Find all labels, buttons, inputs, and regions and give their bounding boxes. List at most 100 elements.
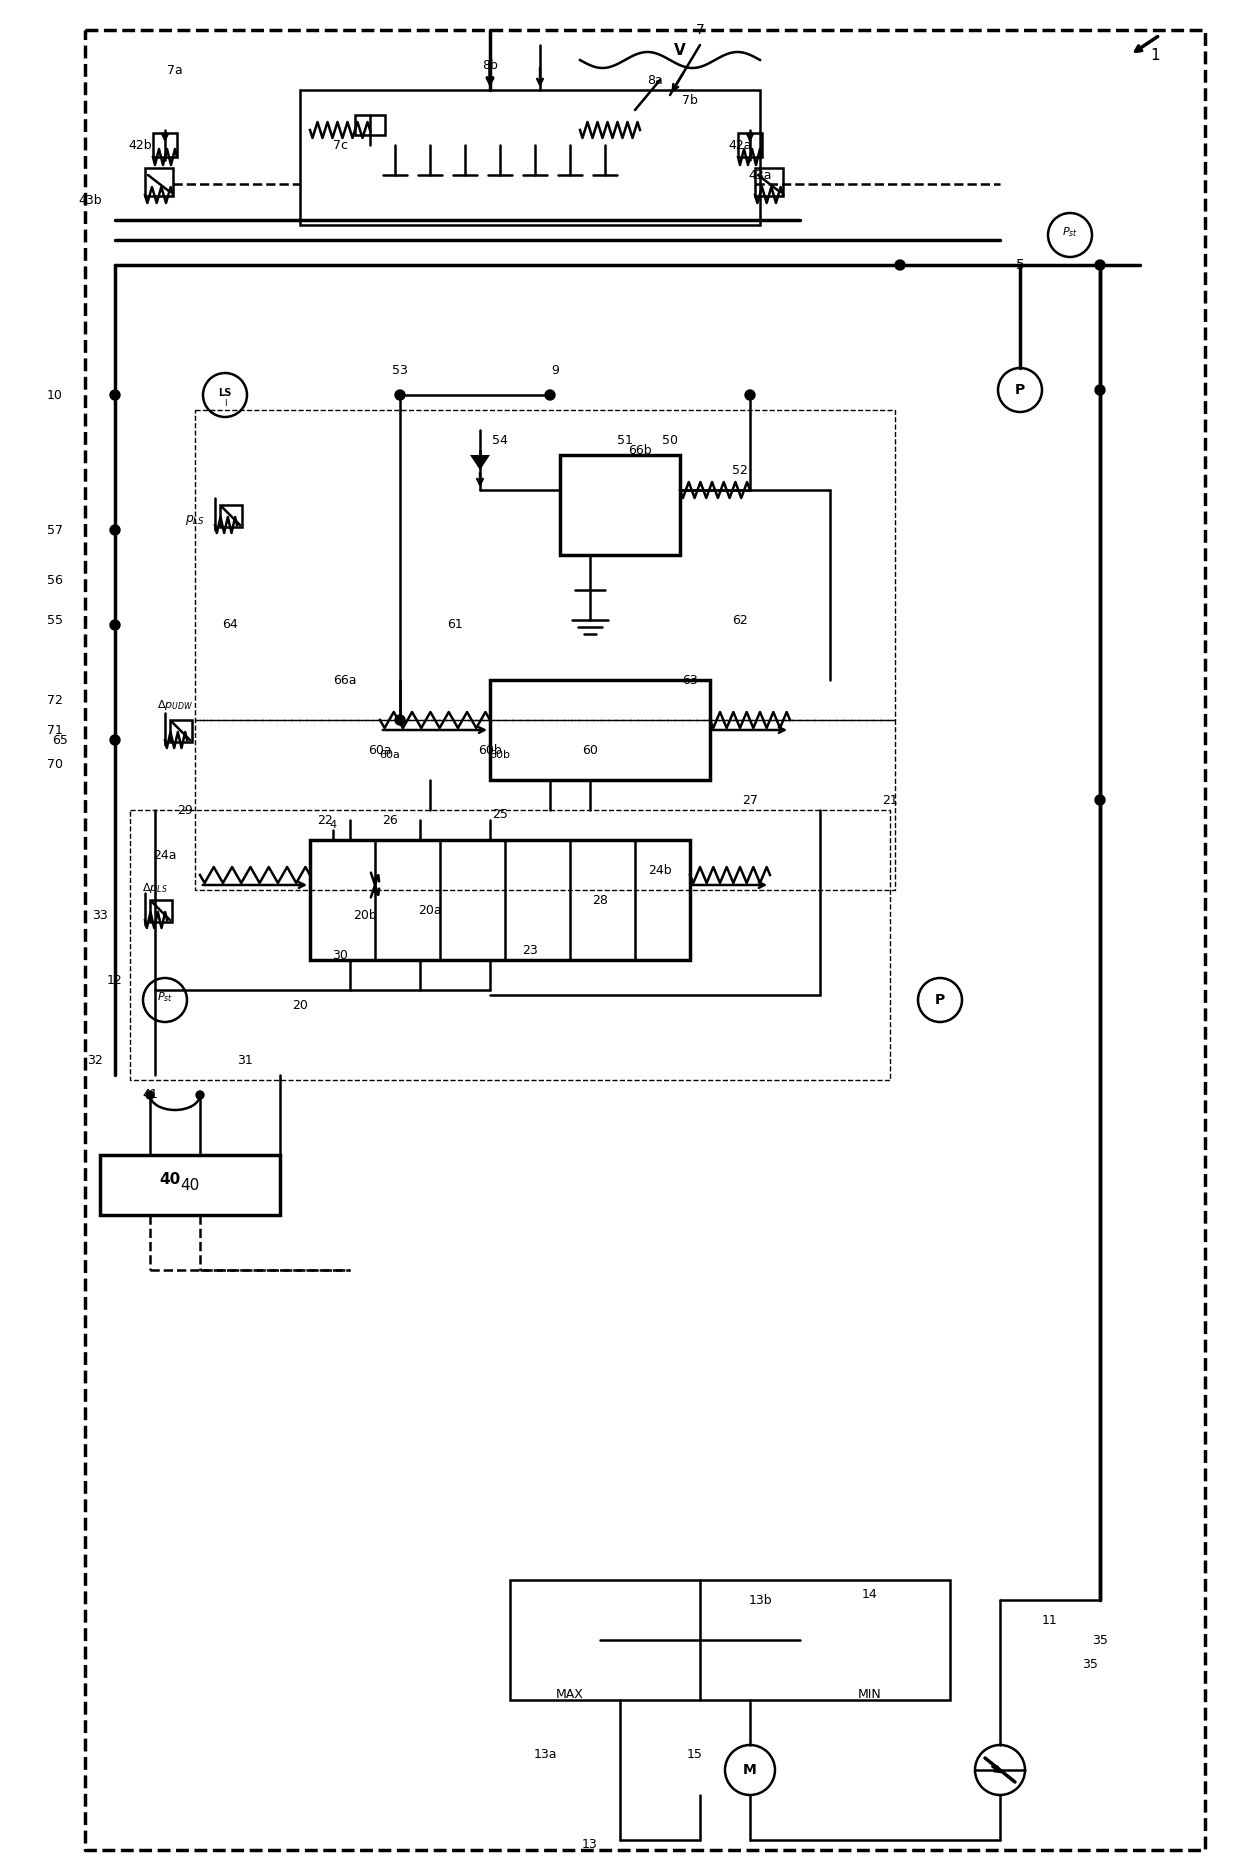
Text: 11: 11 bbox=[1042, 1614, 1058, 1627]
Text: 65: 65 bbox=[52, 734, 68, 747]
Text: 60b: 60b bbox=[479, 744, 502, 757]
Text: 61: 61 bbox=[448, 619, 463, 632]
Text: 13a: 13a bbox=[533, 1749, 557, 1762]
Text: $\Delta p_{LS}$: $\Delta p_{LS}$ bbox=[143, 881, 167, 894]
Text: 7: 7 bbox=[696, 22, 704, 37]
Text: 13: 13 bbox=[582, 1839, 598, 1852]
Text: 27: 27 bbox=[742, 794, 758, 807]
Text: $p_{LS}$: $p_{LS}$ bbox=[185, 513, 205, 526]
Circle shape bbox=[110, 524, 120, 535]
Text: 24a: 24a bbox=[154, 848, 177, 861]
Text: 62: 62 bbox=[732, 613, 748, 626]
Bar bbox=[170, 719, 192, 742]
Circle shape bbox=[396, 390, 405, 400]
Text: $\Delta p_{UDW}$: $\Delta p_{UDW}$ bbox=[157, 697, 193, 712]
Text: 52: 52 bbox=[732, 463, 748, 476]
Text: 24b: 24b bbox=[649, 863, 672, 876]
Text: 15: 15 bbox=[687, 1749, 703, 1762]
Text: 51: 51 bbox=[618, 433, 632, 446]
Text: 22: 22 bbox=[317, 814, 332, 827]
Text: $P_{st}$: $P_{st}$ bbox=[1061, 225, 1078, 240]
Text: I: I bbox=[223, 398, 226, 407]
Bar bbox=[755, 167, 782, 195]
Text: 23: 23 bbox=[522, 944, 538, 957]
Text: P: P bbox=[935, 993, 945, 1008]
Text: 57: 57 bbox=[47, 524, 63, 537]
Text: 7a: 7a bbox=[167, 63, 182, 76]
Text: 55: 55 bbox=[47, 613, 63, 626]
Text: 70: 70 bbox=[47, 758, 63, 771]
Text: 66b: 66b bbox=[629, 444, 652, 457]
Text: 10: 10 bbox=[47, 389, 63, 402]
Text: 13b: 13b bbox=[748, 1593, 771, 1606]
Text: M: M bbox=[743, 1762, 756, 1777]
Text: 60a: 60a bbox=[368, 744, 392, 757]
Text: 32: 32 bbox=[87, 1054, 103, 1067]
Circle shape bbox=[110, 621, 120, 630]
Circle shape bbox=[895, 260, 905, 270]
Text: 40: 40 bbox=[160, 1173, 181, 1188]
Text: 5: 5 bbox=[1016, 258, 1024, 271]
Circle shape bbox=[1095, 796, 1105, 805]
Circle shape bbox=[196, 1091, 205, 1099]
Text: 33: 33 bbox=[92, 909, 108, 922]
Text: LS: LS bbox=[218, 389, 232, 398]
Text: 71: 71 bbox=[47, 723, 63, 736]
Text: 50: 50 bbox=[662, 433, 678, 446]
Text: 66a: 66a bbox=[334, 673, 357, 686]
Text: 35: 35 bbox=[1092, 1634, 1107, 1647]
Text: 30: 30 bbox=[332, 948, 348, 961]
Text: 7b: 7b bbox=[682, 93, 698, 106]
Bar bbox=[490, 680, 711, 781]
Text: 60a: 60a bbox=[379, 749, 401, 760]
Text: $P_{st}$: $P_{st}$ bbox=[157, 991, 174, 1004]
Bar bbox=[150, 900, 172, 922]
Text: 63: 63 bbox=[682, 673, 698, 686]
Text: 60: 60 bbox=[582, 744, 598, 757]
Circle shape bbox=[1095, 385, 1105, 394]
Circle shape bbox=[1095, 260, 1105, 270]
Circle shape bbox=[396, 716, 405, 725]
Bar bbox=[219, 506, 242, 526]
Circle shape bbox=[110, 734, 120, 745]
Text: 43a: 43a bbox=[748, 169, 771, 182]
Circle shape bbox=[146, 1091, 154, 1099]
Bar bbox=[100, 1154, 280, 1216]
Bar bbox=[145, 167, 174, 195]
Text: MIN: MIN bbox=[858, 1688, 882, 1701]
Text: 41: 41 bbox=[143, 1089, 157, 1102]
Bar bbox=[130, 811, 890, 1080]
Circle shape bbox=[745, 390, 755, 400]
Text: 54: 54 bbox=[492, 433, 508, 446]
Text: 8b: 8b bbox=[482, 58, 498, 71]
Bar bbox=[195, 719, 895, 890]
Bar bbox=[310, 840, 689, 959]
Text: 7c: 7c bbox=[332, 139, 347, 151]
Text: 42a: 42a bbox=[728, 139, 751, 151]
Text: 20b: 20b bbox=[353, 909, 377, 922]
Bar bbox=[738, 134, 763, 156]
Text: 28: 28 bbox=[591, 894, 608, 907]
Text: 29: 29 bbox=[177, 803, 193, 816]
Bar bbox=[355, 115, 384, 136]
Text: 9: 9 bbox=[551, 364, 559, 377]
Text: 25: 25 bbox=[492, 809, 508, 822]
Text: 4: 4 bbox=[330, 820, 336, 829]
Text: 56: 56 bbox=[47, 573, 63, 586]
Text: 40: 40 bbox=[180, 1177, 200, 1192]
Text: 53: 53 bbox=[392, 364, 408, 377]
Text: 31: 31 bbox=[237, 1054, 253, 1067]
Bar bbox=[195, 411, 895, 719]
Text: 43b: 43b bbox=[78, 193, 102, 206]
Circle shape bbox=[546, 390, 556, 400]
Bar bbox=[153, 134, 177, 156]
Text: 42b: 42b bbox=[128, 139, 151, 151]
Text: 26: 26 bbox=[382, 814, 398, 827]
Text: 64: 64 bbox=[222, 619, 238, 632]
Circle shape bbox=[110, 390, 120, 400]
Text: 35: 35 bbox=[1083, 1658, 1097, 1671]
Text: 20a: 20a bbox=[418, 903, 441, 916]
Text: MAX: MAX bbox=[556, 1688, 584, 1701]
Text: 8a: 8a bbox=[647, 74, 663, 87]
Text: V: V bbox=[675, 43, 686, 58]
